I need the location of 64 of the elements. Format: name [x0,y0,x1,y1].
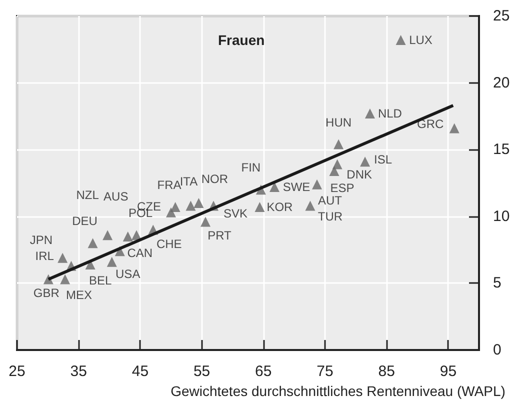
point [106,256,117,267]
annotation: SWE [282,180,310,194]
point [200,216,210,227]
annotation: PRT [208,228,232,243]
point [102,230,113,240]
annotation: NLD [378,106,402,121]
x-tick-label: 85 [378,363,395,380]
text: Frauen [218,32,265,48]
y-tick-label: 25 [493,8,510,24]
point [360,156,370,167]
annotation: CHE [156,236,182,251]
point [334,139,344,150]
x-tick-label: 35 [70,363,87,380]
point [312,179,322,190]
annotation: ITA [180,174,198,189]
x-tick-label: 45 [132,363,149,380]
annotation: BEL [88,273,112,288]
x-tick-label: 25 [8,363,26,380]
annotation: HUN [326,115,352,130]
point [60,274,70,284]
point [186,200,196,211]
annotation: IRL [35,248,54,263]
y-tick-label: 20 [493,74,510,92]
annotation: LUX [409,33,432,48]
point [122,231,133,242]
y-tick-label: 0 [493,342,502,358]
point [449,123,460,134]
y-tick-label: 10 [493,208,510,225]
point [58,252,68,263]
point [364,108,375,119]
point [329,166,340,176]
y-tick-label: 5 [493,274,502,292]
x-tick-label: 65 [255,363,272,380]
annotation: DEU [72,214,98,228]
point [396,35,406,46]
point [170,202,180,212]
point [269,182,280,192]
annotation: NZL [76,188,100,202]
annotation: USA [116,266,140,281]
annotation: JPN [30,232,53,247]
annotation: ESP [330,180,354,195]
annotation: TUR [318,210,343,224]
annotation: SVK [223,206,248,221]
annotation: GBR [33,286,60,300]
annotation: FIN [241,160,261,175]
point [305,200,316,211]
annotation: KOR [266,200,294,214]
annotation: ISL [374,152,392,167]
point [254,202,265,212]
annotation: FRA [157,178,182,192]
annotation: MEX [66,288,92,302]
y-tick-label: 15 [493,141,510,158]
x-tick-label: 75 [316,363,334,380]
annotation: NOR [201,172,228,186]
x-axis-title: Gewichtetes durchschnittliches Rentenniveau (WAPL) [170,383,506,399]
annotation: CAN [127,246,153,260]
annotation: AUS [104,189,128,204]
annotation: AUT [318,193,343,208]
point [88,238,98,248]
x-tick-label: 95 [440,363,457,380]
annotation: DNK [346,167,372,182]
point [194,198,204,208]
x-tick-label: 55 [193,363,210,380]
point [166,207,176,218]
